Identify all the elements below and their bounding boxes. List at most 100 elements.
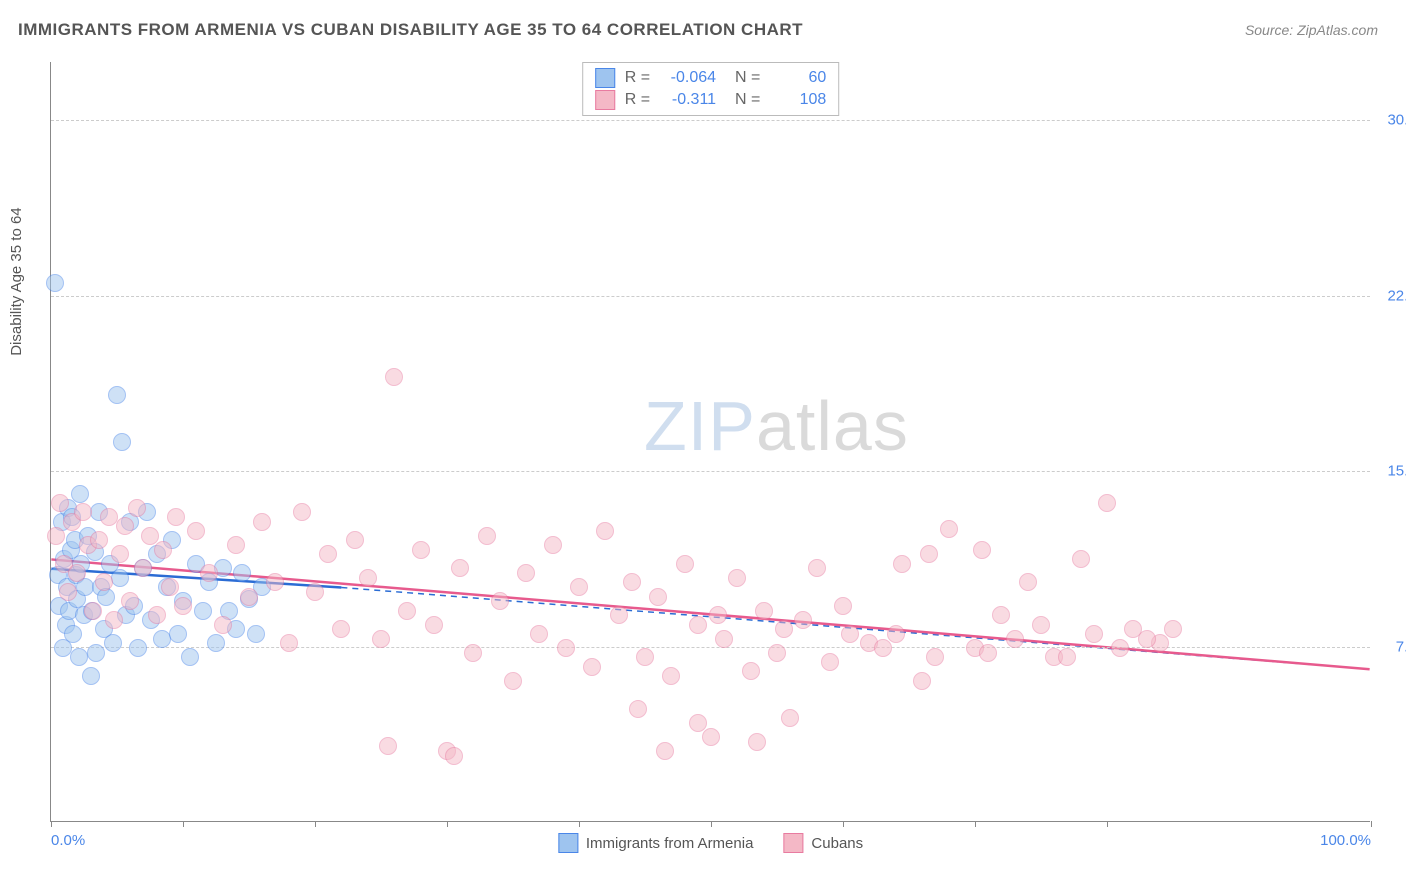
gridline-horizontal — [51, 120, 1370, 121]
x-tick — [579, 821, 580, 827]
x-tick — [1371, 821, 1372, 827]
scatter-point — [319, 545, 337, 563]
scatter-point — [874, 639, 892, 657]
scatter-point — [233, 564, 251, 582]
scatter-point — [187, 522, 205, 540]
scatter-point — [1019, 573, 1037, 591]
scatter-point — [808, 559, 826, 577]
scatter-point — [87, 644, 105, 662]
scatter-point — [90, 531, 108, 549]
gridline-horizontal — [51, 296, 1370, 297]
scatter-point — [359, 569, 377, 587]
scatter-point — [207, 634, 225, 652]
scatter-point — [841, 625, 859, 643]
scatter-point — [920, 545, 938, 563]
scatter-point — [702, 728, 720, 746]
scatter-point — [154, 541, 172, 559]
scatter-point — [1058, 648, 1076, 666]
scatter-point — [1164, 620, 1182, 638]
scatter-point — [464, 644, 482, 662]
scatter-point — [517, 564, 535, 582]
scatter-point — [478, 527, 496, 545]
y-axis-label: Disability Age 35 to 64 — [8, 207, 25, 355]
legend-swatch — [558, 833, 578, 853]
scatter-point — [596, 522, 614, 540]
scatter-point — [775, 620, 793, 638]
stat-label-r: R = — [625, 69, 650, 87]
scatter-point — [113, 433, 131, 451]
scatter-point — [51, 494, 69, 512]
legend-swatch — [595, 90, 615, 110]
scatter-point — [689, 714, 707, 732]
scatter-point — [104, 634, 122, 652]
scatter-point — [1006, 630, 1024, 648]
scatter-point — [71, 485, 89, 503]
scatter-point — [227, 536, 245, 554]
scatter-point — [1098, 494, 1116, 512]
scatter-point — [1072, 550, 1090, 568]
scatter-point — [95, 573, 113, 591]
x-tick-label: 100.0% — [1320, 832, 1371, 849]
legend-label: Immigrants from Armenia — [586, 835, 754, 852]
scatter-point — [979, 644, 997, 662]
gridline-horizontal — [51, 647, 1370, 648]
stat-value-n: 60 — [770, 69, 826, 87]
y-tick-label: 30.0% — [1375, 112, 1406, 129]
scatter-point — [332, 620, 350, 638]
scatter-point — [1111, 639, 1129, 657]
scatter-point — [111, 569, 129, 587]
scatter-point — [1138, 630, 1156, 648]
scatter-chart: ZIPatlas R =-0.064 N =60R =-0.311 N =108… — [50, 62, 1370, 822]
scatter-point — [385, 368, 403, 386]
scatter-point — [346, 531, 364, 549]
stat-label-n: N = — [726, 69, 760, 87]
source-attribution: Source: ZipAtlas.com — [1245, 22, 1378, 38]
scatter-point — [174, 597, 192, 615]
scatter-point — [636, 648, 654, 666]
scatter-point — [105, 611, 123, 629]
scatter-point — [82, 667, 100, 685]
scatter-point — [940, 520, 958, 538]
x-tick — [447, 821, 448, 827]
scatter-point — [134, 559, 152, 577]
gridline-horizontal — [51, 471, 1370, 472]
scatter-point — [194, 602, 212, 620]
y-tick-label: 7.5% — [1375, 638, 1406, 655]
x-tick-label: 0.0% — [51, 832, 85, 849]
scatter-point — [1085, 625, 1103, 643]
scatter-point — [451, 559, 469, 577]
scatter-point — [1032, 616, 1050, 634]
scatter-point — [148, 606, 166, 624]
scatter-point — [913, 672, 931, 690]
scatter-point — [64, 625, 82, 643]
legend-item: Cubans — [783, 833, 863, 853]
scatter-point — [530, 625, 548, 643]
scatter-point — [412, 541, 430, 559]
legend-stat-row: R =-0.311 N =108 — [595, 89, 827, 111]
scatter-point — [649, 588, 667, 606]
scatter-point — [834, 597, 852, 615]
scatter-point — [121, 592, 139, 610]
scatter-point — [491, 592, 509, 610]
scatter-point — [557, 639, 575, 657]
scatter-point — [623, 573, 641, 591]
x-tick — [1107, 821, 1108, 827]
scatter-point — [280, 634, 298, 652]
scatter-point — [240, 588, 258, 606]
scatter-point — [893, 555, 911, 573]
watermark-zip: ZIP — [644, 387, 756, 465]
stat-label-r: R = — [625, 91, 650, 109]
scatter-point — [755, 602, 773, 620]
correlation-legend: R =-0.064 N =60R =-0.311 N =108 — [582, 62, 840, 116]
scatter-point — [926, 648, 944, 666]
x-tick — [315, 821, 316, 827]
y-tick-label: 22.5% — [1375, 287, 1406, 304]
scatter-point — [84, 602, 102, 620]
scatter-point — [68, 564, 86, 582]
scatter-point — [794, 611, 812, 629]
scatter-point — [629, 700, 647, 718]
scatter-point — [709, 606, 727, 624]
scatter-point — [781, 709, 799, 727]
scatter-point — [253, 513, 271, 531]
stat-value-r: -0.311 — [660, 91, 716, 109]
